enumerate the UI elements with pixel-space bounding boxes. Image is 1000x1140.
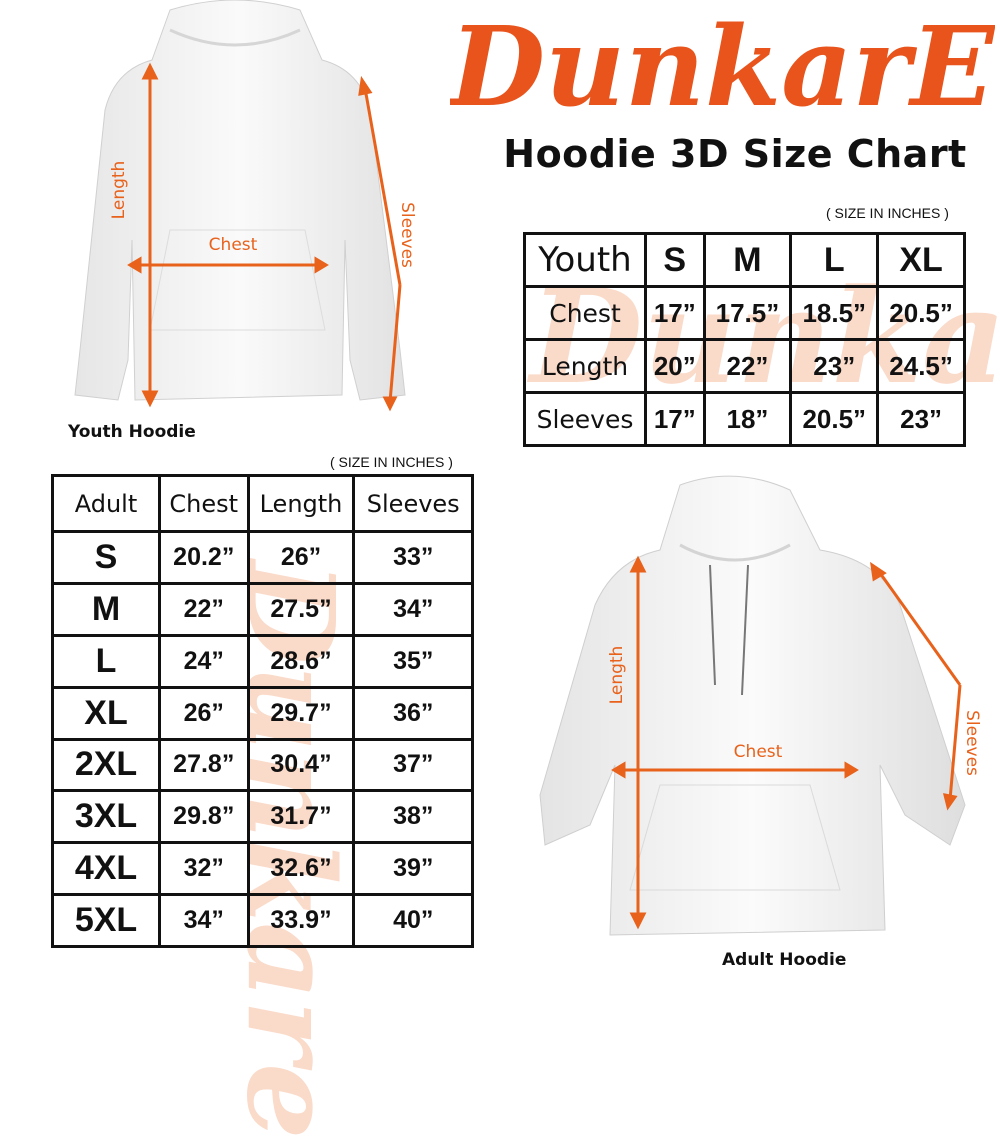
table-row: 4XL 32” 32.6” 39” [51, 841, 474, 897]
row-header: 5XL [51, 893, 161, 948]
adult-size-table: Adult Chest Length Sleeves S 20.2” 26” 33” M 22” 2… [51, 474, 474, 948]
adult-hoodie-image: Length Chest Sleeves [539, 475, 982, 936]
table-row: Chest 17” 17.5” 18.5” 20.5” [523, 285, 966, 341]
table-cell: 22” [702, 338, 793, 394]
column-header: Sleeves [352, 474, 474, 533]
table-cell: 31.7” [246, 789, 356, 845]
youth-hoodie-image: Length Chest Sleeves [74, 0, 417, 412]
column-header: Chest [158, 474, 250, 533]
table-cell: 37” [352, 737, 474, 793]
table-header-row: Youth S M L XL [523, 232, 966, 288]
table-cell: 20” [644, 338, 706, 394]
table-cell: 18” [702, 391, 793, 447]
youth-sleeves-label: Sleeves [397, 202, 417, 268]
youth-size-table: Youth S M L XL Chest 17” 17.5” 18.5” 20.5” Length 2… [523, 232, 966, 447]
table-cell: 34” [158, 893, 250, 948]
row-header: Length [523, 338, 647, 394]
column-header: S [644, 232, 706, 288]
youth-chest-label: Chest [209, 235, 258, 255]
table-cell: 33.9” [246, 893, 356, 948]
table-cell: 20.5” [789, 391, 880, 447]
table-cell: 26” [246, 530, 356, 585]
row-header: 3XL [51, 789, 161, 845]
table-cell: 39” [352, 841, 474, 897]
table-row: 2XL 27.8” 30.4” 37” [51, 737, 474, 793]
logo-text: DunkarE [450, 2, 995, 131]
table-cell: 20.2” [158, 530, 250, 585]
table-cell: 38” [352, 789, 474, 845]
table-cell: 33” [352, 530, 474, 585]
row-header: L [51, 633, 161, 689]
table-cell: 17” [644, 285, 706, 341]
brand-logo: DunkarE [450, 2, 995, 131]
table-row: XL 26” 29.7” 36” [51, 685, 474, 741]
table-cell: 35” [352, 633, 474, 689]
table-cell: 17” [644, 391, 706, 447]
table-cell: 26” [158, 685, 250, 741]
table-cell: 36” [352, 685, 474, 741]
table-cell: 32.6” [246, 841, 356, 897]
table-cell: 27.5” [246, 581, 356, 637]
table-cell: 40” [352, 893, 474, 948]
column-header: Adult [51, 474, 161, 533]
adult-unit-note: ( SIZE IN INCHES ) [330, 454, 453, 470]
table-cell: 30.4” [246, 737, 356, 793]
adult-hoodie-caption: Adult Hoodie [722, 950, 847, 970]
column-header: XL [876, 232, 966, 288]
table-cell: 17.5” [702, 285, 793, 341]
adult-chest-label: Chest [734, 742, 783, 762]
table-cell: 34” [352, 581, 474, 637]
table-cell: 20.5” [876, 285, 966, 341]
column-header: Youth [523, 232, 647, 288]
table-row: Sleeves 17” 18” 20.5” 23” [523, 391, 966, 447]
row-header: Chest [523, 285, 647, 341]
row-header: M [51, 581, 161, 637]
table-cell: 18.5” [789, 285, 880, 341]
row-header: S [51, 530, 161, 585]
page-title: Hoodie 3D Size Chart [503, 132, 967, 176]
table-cell: 24” [158, 633, 250, 689]
table-cell: 32” [158, 841, 250, 897]
table-row: Length 20” 22” 23” 24.5” [523, 338, 966, 394]
row-header: 2XL [51, 737, 161, 793]
youth-length-label: Length [109, 161, 129, 220]
youth-unit-note: ( SIZE IN INCHES ) [826, 205, 949, 221]
table-cell: 27.8” [158, 737, 250, 793]
row-header: XL [51, 685, 161, 741]
youth-hoodie-caption: Youth Hoodie [68, 422, 196, 442]
table-cell: 29.8” [158, 789, 250, 845]
table-cell: 23” [789, 338, 880, 394]
table-row: M 22” 27.5” 34” [51, 581, 474, 637]
adult-sleeves-label: Sleeves [962, 710, 982, 776]
table-row: L 24” 28.6” 35” [51, 633, 474, 689]
adult-length-label: Length [607, 646, 627, 705]
column-header: L [789, 232, 880, 288]
table-cell: 23” [876, 391, 966, 447]
column-header: M [702, 232, 793, 288]
column-header: Length [246, 474, 356, 533]
table-cell: 29.7” [246, 685, 356, 741]
row-header: 4XL [51, 841, 161, 897]
table-cell: 24.5” [876, 338, 966, 394]
table-cell: 28.6” [246, 633, 356, 689]
row-header: Sleeves [523, 391, 647, 447]
table-row: 5XL 34” 33.9” 40” [51, 893, 474, 948]
table-cell: 22” [158, 581, 250, 637]
table-header-row: Adult Chest Length Sleeves [51, 474, 474, 533]
table-row: S 20.2” 26” 33” [51, 530, 474, 585]
table-row: 3XL 29.8” 31.7” 38” [51, 789, 474, 845]
